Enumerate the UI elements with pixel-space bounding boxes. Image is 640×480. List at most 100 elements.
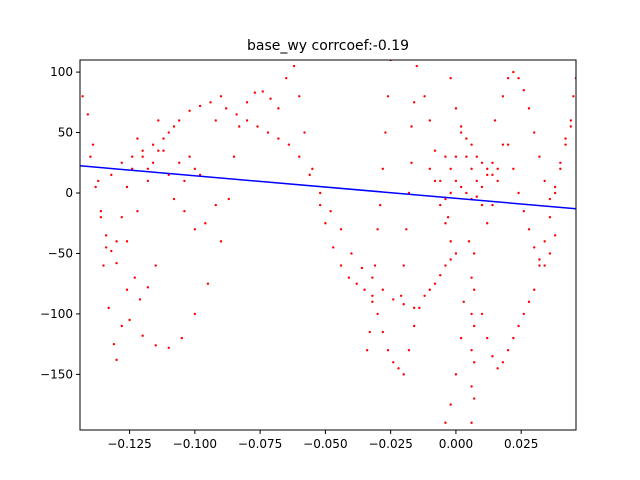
scatter-point (298, 95, 301, 98)
scatter-point (548, 197, 552, 201)
scatter-point (120, 324, 123, 328)
scatter-point (376, 312, 379, 316)
scatter-point (245, 119, 249, 122)
scatter-point (454, 155, 458, 158)
scatter-point (392, 361, 395, 364)
scatter-point (136, 209, 139, 213)
scatter-point (446, 215, 450, 219)
scatter-point (428, 167, 432, 171)
scatter-point (399, 294, 403, 297)
scatter-point (480, 161, 484, 164)
scatter-point (151, 161, 155, 164)
scatter-point (548, 252, 552, 255)
scatter-point (428, 288, 432, 291)
scatter-point (339, 264, 343, 267)
scatter-point (214, 203, 217, 207)
scatter-point (311, 167, 314, 171)
scatter-point (115, 358, 118, 362)
scatter-point (332, 246, 335, 249)
scatter-point (462, 300, 465, 304)
scatter-point (543, 179, 546, 183)
scatter-point (172, 125, 176, 128)
scatter-point (465, 137, 468, 140)
scatter-point (104, 246, 108, 249)
scatter-point (433, 149, 437, 152)
scatter-point (381, 330, 385, 334)
scatter-point (415, 64, 418, 68)
scatter-point (381, 288, 385, 291)
scatter-point (491, 161, 494, 164)
x-tick-label: −0.075 (238, 437, 282, 451)
scatter-point (235, 113, 238, 116)
scatter-point (517, 324, 520, 328)
scatter-point (501, 361, 505, 364)
scatter-point (392, 298, 395, 301)
scatter-point (512, 70, 515, 74)
scatter-point (444, 197, 447, 201)
scatter-point (533, 131, 536, 134)
scatter-point (131, 167, 134, 171)
scatter-point (102, 264, 105, 267)
scatter-point (112, 342, 116, 346)
scatter-point (522, 209, 525, 213)
scatter-point (157, 149, 160, 152)
scatter-point (467, 240, 471, 243)
scatter-point (472, 252, 476, 255)
scatter-point (146, 167, 150, 171)
scatter-point (454, 373, 458, 376)
scatter-point (339, 228, 343, 231)
y-tick-label: 0 (65, 186, 73, 200)
scatter-point (564, 143, 567, 146)
scatter-point (384, 131, 387, 134)
scatter-point (506, 76, 510, 80)
scatter-point (125, 240, 129, 243)
scatter-point (501, 143, 505, 146)
scatter-point (287, 143, 291, 146)
x-tick-label: −0.050 (303, 437, 347, 451)
scatter-point (444, 155, 447, 158)
scatter-point (454, 252, 458, 255)
x-tick-label: −0.125 (107, 437, 151, 451)
x-tick-label: 0.000 (439, 437, 473, 451)
scatter-point (501, 95, 505, 98)
scatter-point (125, 288, 129, 291)
scatter-point (141, 334, 144, 337)
scatter-point (154, 344, 157, 347)
scatter-point (318, 191, 322, 195)
scatter-point (522, 312, 525, 316)
scatter-point (444, 421, 447, 424)
scatter-point (365, 349, 369, 352)
scatter-point (486, 336, 489, 340)
scatter-point (104, 234, 108, 237)
scatter-point (188, 155, 191, 158)
scatter-point (167, 131, 170, 134)
scatter-point (107, 306, 110, 310)
scatter-point (386, 95, 390, 98)
y-tick-label: 100 (50, 65, 73, 79)
scatter-point (209, 101, 212, 104)
y-tick-label: 50 (58, 126, 73, 140)
scatter-point (386, 349, 390, 352)
scatter-point (402, 373, 405, 376)
scatter-point (496, 367, 499, 370)
scatter-point (318, 203, 322, 207)
scatter-point (407, 349, 411, 352)
scatter-point (308, 173, 311, 177)
scatter-point (151, 143, 155, 146)
scatter-point (183, 179, 186, 183)
scatter-point (136, 137, 139, 140)
scatter-point (522, 89, 525, 92)
scatter-point (496, 167, 499, 171)
scatter-point (433, 179, 437, 183)
scatter-point (86, 113, 90, 116)
chart-title: base_wy corrcoef:-0.19 (247, 38, 409, 54)
scatter-point (470, 349, 473, 352)
scatter-point (128, 318, 131, 322)
y-tick-label: −150 (40, 367, 73, 381)
scatter-point (439, 274, 442, 277)
scatter-point (329, 209, 332, 213)
scatter-point (454, 107, 458, 110)
scatter-point (99, 215, 103, 219)
